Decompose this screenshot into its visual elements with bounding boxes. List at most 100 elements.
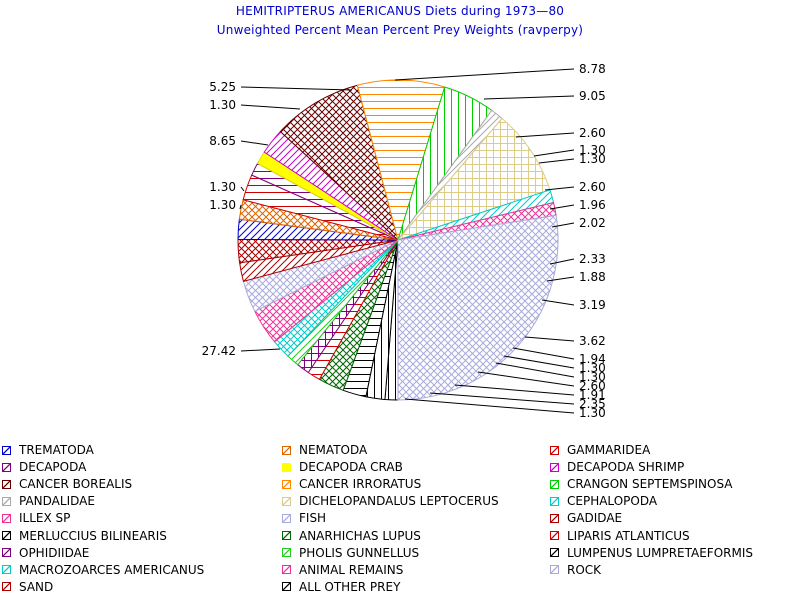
legend-label: MERLUCCIUS BILINEARIS: [19, 528, 167, 543]
slice-value-label: 2.33: [579, 252, 606, 266]
slice-value-label: 2.60: [579, 180, 606, 194]
slice-value-label: 9.05: [579, 89, 606, 103]
slice-value-label: 1.30: [579, 152, 606, 166]
legend-swatch-icon: [2, 513, 11, 523]
leader-line: [239, 204, 242, 210]
leader-line: [394, 68, 575, 81]
legend-label: DICHELOPANDALUS LEPTOCERUS: [299, 494, 499, 509]
legend-swatch-icon: [282, 582, 291, 592]
legend-label: FISH: [299, 511, 327, 526]
slice-value-label: 3.19: [579, 298, 606, 312]
leader-line: [240, 186, 245, 192]
legend-swatch-icon: [2, 531, 11, 540]
legend-item: CRANGON SEPTEMSPINOSA: [550, 476, 733, 492]
leader-line: [477, 371, 575, 387]
leader-line: [541, 299, 575, 306]
legend-swatch-icon: [2, 445, 11, 455]
legend-item: DICHELOPANDALUS LEPTOCERUS: [282, 493, 499, 509]
leader-line: [240, 86, 353, 91]
legend-swatch-icon: [550, 462, 559, 472]
leader-line: [454, 384, 575, 396]
legend-swatch-icon: [2, 548, 11, 558]
leader-line: [240, 140, 269, 146]
legend-swatch-icon: [282, 479, 291, 489]
legend-item: MACROZOARCES AMERICANUS: [2, 562, 204, 578]
legend-swatch-icon: [282, 565, 291, 575]
legend-swatch-icon: [2, 582, 11, 592]
legend-item: LIPARIS ATLANTICUS: [550, 528, 690, 544]
legend-label: DECAPODA: [19, 460, 87, 475]
legend-item: ROCK: [550, 562, 601, 578]
leader-line: [524, 336, 575, 342]
slice-value-label: 8.65: [209, 134, 236, 148]
legend-item: TREMATODA: [2, 442, 94, 458]
legend-swatch-icon: [282, 513, 291, 523]
legend-label: LIPARIS ATLANTICUS: [567, 528, 690, 543]
legend-swatch-icon: [282, 462, 291, 472]
legend-label: OPHIDIIDAE: [19, 545, 90, 560]
legend-label: SAND: [19, 579, 54, 594]
legend-swatch-icon: [282, 445, 291, 455]
legend-item: CANCER IRRORATUS: [282, 476, 421, 492]
legend-label: LUMPENUS LUMPRETAEFORMIS: [567, 545, 753, 560]
leader-line: [538, 158, 575, 164]
slice-value-label: 3.62: [579, 334, 606, 348]
legend-item: DECAPODA SHRIMP: [550, 459, 684, 475]
leader-line: [483, 95, 575, 100]
leader-line: [495, 362, 575, 378]
legend-swatch-icon: [550, 445, 559, 455]
legend-label: CANCER IRRORATUS: [299, 477, 422, 492]
legend-item: GAMMARIDEA: [550, 442, 650, 458]
pie-slice: [279, 84, 399, 242]
legend-item: PANDALIDAE: [2, 493, 95, 509]
slice-value-label: 1.30: [579, 143, 606, 157]
legend-item: GADIDAE: [550, 510, 622, 526]
legend-swatch-icon: [2, 462, 11, 472]
legend-label: ROCK: [567, 562, 602, 577]
legend-item: SAND: [2, 579, 53, 595]
slice-value-label: 8.78: [579, 62, 606, 76]
slice-value-label: 1.94: [579, 352, 606, 366]
legend-label: ANIMAL REMAINS: [299, 562, 404, 577]
chart-title: HEMITRIPTERUS AMERICANUS Diets during 19…: [235, 4, 565, 18]
leader-line: [533, 149, 575, 157]
slice-value-label: 5.25: [209, 80, 236, 94]
legend-label: DECAPODA CRAB: [299, 460, 403, 475]
legend-swatch-icon: [2, 479, 11, 489]
slice-value-label: 1.96: [579, 198, 606, 212]
leader-line: [546, 276, 575, 282]
legend-swatch-icon: [550, 496, 559, 506]
leader-line: [429, 392, 575, 405]
slice-value-label: 1.30: [209, 198, 236, 212]
legend-label: CRANGON SEPTEMSPINOSA: [567, 477, 733, 492]
legend-item: CANCER BOREALIS: [2, 476, 132, 492]
legend-swatch-icon: [282, 548, 291, 558]
legend-item: ALL OTHER PREY: [282, 579, 400, 595]
leader-line: [549, 204, 575, 210]
slice-value-label: 1.30: [579, 361, 606, 375]
legend-item: MERLUCCIUS BILINEARIS: [2, 528, 167, 544]
leader-line: [503, 355, 575, 369]
leader-line: [240, 104, 301, 110]
legend-item: NEMATODA: [282, 442, 367, 458]
legend-label: ALL OTHER PREY: [299, 579, 401, 594]
leader-line: [551, 222, 575, 228]
slice-value-label: 27.42: [202, 344, 236, 358]
legend-item: FISH: [282, 510, 326, 526]
legend-label: ANARHICHAS LUPUS: [299, 528, 421, 543]
slice-value-label: 2.35: [579, 397, 606, 411]
slice-value-label: 1.30: [579, 370, 606, 384]
slice-value-label: 1.30: [209, 98, 236, 112]
legend-swatch-icon: [282, 496, 291, 506]
legend-label: DECAPODA SHRIMP: [567, 460, 685, 475]
pie-slice: [397, 214, 559, 401]
legend-label: CANCER BOREALIS: [19, 477, 133, 492]
pie-slice: [396, 117, 551, 242]
slice-value-label: 2.02: [579, 216, 606, 230]
leader-line: [549, 258, 575, 265]
leader-line: [404, 398, 575, 414]
legend-label: GAMMARIDEA: [567, 443, 651, 457]
legend-label: MACROZOARCES AMERICANUS: [19, 562, 205, 577]
slice-value-label: 1.91: [579, 388, 606, 402]
